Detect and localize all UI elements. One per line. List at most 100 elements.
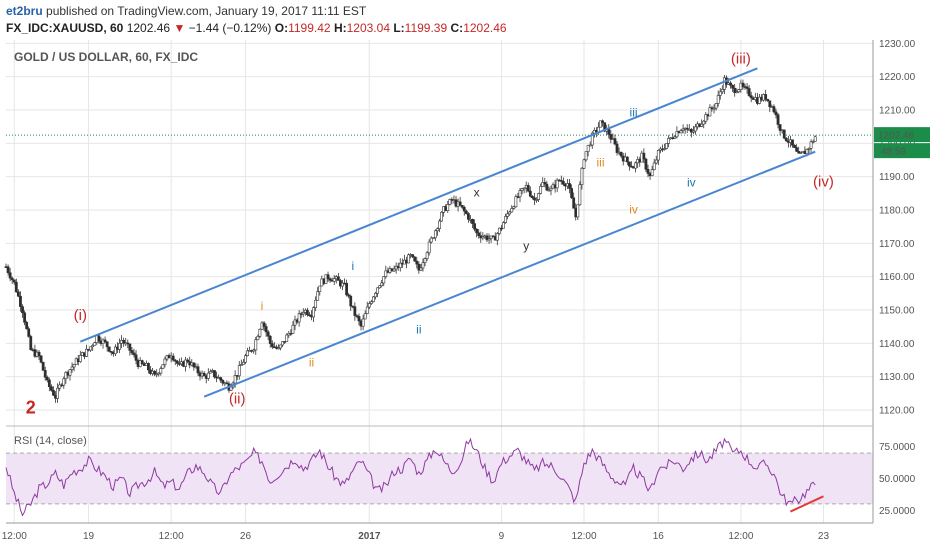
candle-body — [644, 158, 648, 170]
candle-body — [62, 378, 66, 386]
candle-body — [667, 138, 671, 144]
candle-body — [702, 120, 706, 125]
x-tick-label: 16 — [653, 531, 665, 542]
candle-body — [173, 359, 177, 362]
candle-body — [126, 342, 130, 345]
candle-body — [374, 292, 377, 298]
y-tick-label: 1180.00 — [879, 206, 915, 217]
candle-body — [378, 285, 382, 289]
author-link[interactable]: et2bru — [6, 4, 43, 18]
candle-body — [559, 180, 563, 182]
candle-body — [279, 344, 282, 349]
candle-body — [518, 190, 522, 198]
candle-body — [107, 346, 111, 352]
candle-body — [39, 355, 43, 363]
candle-body — [175, 360, 179, 364]
candle-body — [766, 98, 770, 102]
candle-body — [692, 130, 695, 133]
candle-body — [634, 162, 638, 169]
divergence-line[interactable] — [790, 495, 824, 513]
wave-label: iii — [597, 156, 605, 170]
channel-lower — [203, 150, 816, 398]
candle-body — [70, 366, 74, 370]
channel-lines[interactable] — [79, 67, 816, 398]
candle-body — [477, 232, 481, 236]
candle-body — [277, 347, 280, 350]
candle-body — [301, 312, 305, 315]
candle-body — [47, 379, 51, 387]
candle-body — [192, 362, 196, 368]
candle-body — [202, 372, 206, 377]
candle-body — [784, 137, 788, 142]
candle-body — [68, 369, 72, 376]
candle-body — [256, 336, 260, 341]
candle-body — [768, 100, 772, 108]
candle-body — [37, 351, 41, 357]
candle-body — [341, 282, 344, 287]
candle-body — [549, 187, 553, 191]
candle-body — [545, 183, 549, 191]
candle-body — [520, 188, 524, 191]
close-label: C: — [450, 21, 464, 35]
rsi-tick-label: 25.0000 — [879, 506, 916, 517]
candle-body — [85, 348, 88, 357]
candle-body — [615, 143, 619, 153]
candle-body — [813, 136, 817, 142]
candle-body — [213, 370, 216, 378]
candle-body — [361, 318, 365, 327]
wave-label: (iv) — [813, 174, 834, 191]
candle-body — [72, 364, 76, 368]
candle-body — [555, 179, 559, 189]
candle-body — [508, 211, 512, 215]
x-tick-label: 12:00 — [728, 531, 753, 542]
candle-body — [291, 324, 295, 334]
candle-body — [376, 287, 379, 294]
candle-body — [572, 197, 576, 209]
candle-body — [114, 346, 117, 355]
grid — [6, 40, 873, 523]
candle-body — [109, 351, 113, 353]
candle-body — [502, 222, 505, 229]
candle-body — [568, 183, 571, 189]
candle-body — [355, 315, 359, 317]
candle-body — [782, 129, 786, 139]
candle-body — [495, 233, 499, 241]
candle-body — [663, 148, 666, 150]
candle-body — [601, 120, 604, 123]
candle-body — [407, 254, 410, 264]
candle-body — [285, 334, 289, 342]
candle-body — [807, 148, 811, 150]
wave-label: y — [523, 239, 529, 253]
wave-label: i — [351, 259, 354, 273]
candle-body — [423, 258, 427, 263]
wave-label: iv — [629, 202, 638, 216]
candle-body — [429, 237, 433, 243]
candle-body — [733, 87, 737, 94]
candle-body — [52, 390, 55, 396]
candle-body — [345, 282, 349, 296]
candle-body — [708, 107, 712, 117]
candle-body — [685, 127, 689, 130]
candle-body — [446, 204, 450, 211]
candle-body — [237, 365, 241, 377]
candle-body — [718, 91, 722, 96]
wave-label: iii — [630, 106, 638, 120]
candle-body — [537, 193, 540, 200]
candle-body — [652, 162, 656, 170]
candle-body — [270, 343, 274, 348]
candle-body — [132, 352, 136, 356]
candle-body — [471, 219, 474, 224]
candle-body — [50, 386, 53, 391]
x-tick-label: 19 — [83, 531, 95, 542]
candle-body — [23, 312, 26, 323]
candle-body — [159, 368, 163, 374]
candle-body — [642, 152, 646, 160]
candle-body — [704, 114, 708, 122]
candle-body — [431, 237, 435, 240]
candle-body — [747, 88, 751, 96]
candle-body — [6, 266, 10, 274]
y-tick-label: 1190.00 — [879, 172, 915, 183]
candle-body — [438, 220, 441, 229]
candle-body — [262, 322, 266, 327]
